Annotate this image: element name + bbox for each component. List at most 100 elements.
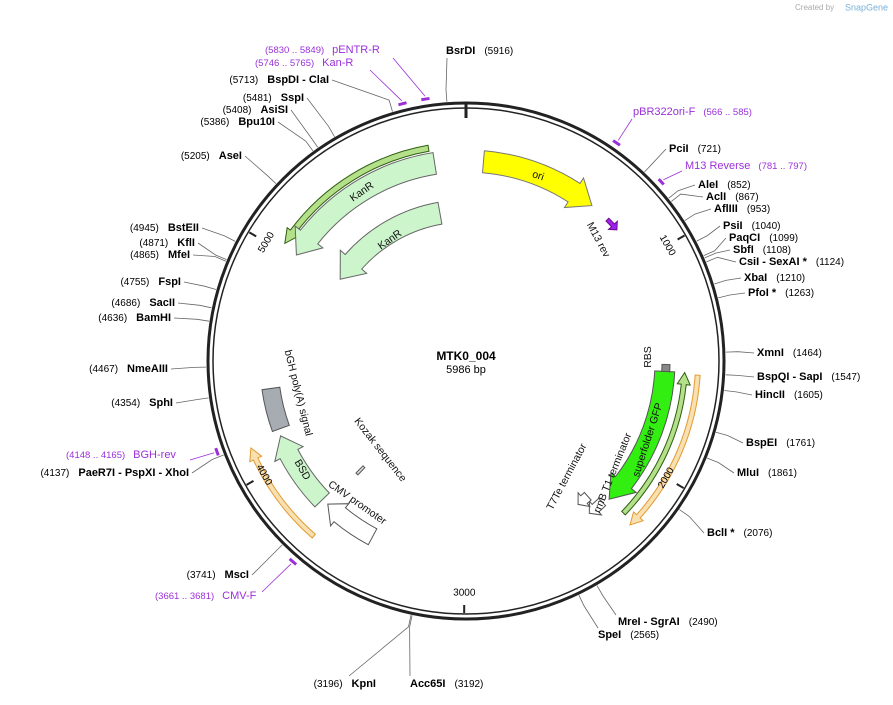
primer-name: M13 Reverse	[685, 160, 750, 172]
primer-name: Kan-R	[322, 57, 353, 69]
site-leader	[178, 303, 212, 308]
primer-label: (4148 .. 4165)BGH-rev	[66, 449, 176, 461]
site-leader	[716, 432, 743, 443]
site-position: (1108)	[763, 245, 791, 256]
site-leader	[193, 255, 226, 261]
site-leader	[291, 110, 318, 147]
primer-mark	[291, 560, 295, 564]
site-position: (1547)	[831, 372, 860, 383]
site-position: (4467)	[89, 364, 118, 375]
site-label: (5205)AseI	[181, 150, 242, 162]
site-position: (1605)	[794, 390, 823, 401]
site-name: BamHI	[136, 312, 171, 324]
scale-tick	[678, 236, 685, 240]
site-position: (4137)	[40, 468, 69, 479]
feature-arrow	[262, 387, 289, 431]
primer-name: pBR322ori-F	[633, 106, 696, 118]
site-leader	[307, 98, 335, 137]
primer-label: (5830 .. 5849)pENTR-R	[265, 44, 380, 56]
site-position: (4354)	[111, 398, 140, 409]
site-position: (5481)	[243, 93, 272, 104]
site-position: (1099)	[769, 233, 798, 244]
site-label: BsrDI(5916)	[446, 45, 513, 57]
site-label: AleI(852)	[698, 179, 751, 191]
primer-leader	[190, 453, 214, 460]
site-position: (1263)	[785, 288, 814, 299]
credit-brand: SnapGene	[845, 2, 888, 12]
site-leader	[184, 282, 216, 290]
site-name: KflI	[177, 237, 195, 249]
site-name: NmeAIII	[127, 363, 168, 375]
scale-label: 3000	[453, 588, 476, 599]
site-leader	[697, 226, 720, 241]
site-leader	[726, 352, 754, 353]
site-label: (5481) SspI	[243, 92, 304, 104]
site-label: BclI *(2076)	[707, 527, 772, 539]
site-name: MluI	[737, 467, 759, 479]
primer-leader	[370, 70, 402, 101]
site-name: AflIII	[714, 203, 738, 215]
site-label: (4755)FspI	[120, 276, 181, 288]
primer-name: BGH-rev	[133, 449, 176, 461]
site-name: MreI - SgrAI	[618, 616, 680, 628]
site-label: CsiI - SexAI *(1124)	[739, 256, 844, 268]
site-label: (5713)BspDI - ClaI	[229, 74, 329, 86]
site-name: Acc65I	[410, 678, 445, 690]
site-label: AflIII(953)	[714, 203, 770, 215]
site-leader	[679, 510, 704, 533]
site-leader	[174, 318, 209, 321]
primer-mark	[660, 180, 663, 183]
site-label: PfoI * (1263)	[748, 287, 814, 299]
site-position: (3741)	[187, 570, 216, 581]
site-leader	[202, 228, 235, 241]
site-name: MscI	[225, 569, 249, 581]
site-label: SbfI(1108)	[733, 244, 791, 256]
primer-label: (5746 .. 5765)Kan-R	[255, 57, 353, 69]
site-leader	[446, 58, 447, 102]
site-name: AleI	[698, 179, 718, 191]
site-label: (4865)MfeI	[130, 249, 190, 261]
feature-label: M13 rev	[584, 220, 613, 260]
site-label: (3741) MscI	[187, 569, 249, 581]
site-label: PciI(721)	[669, 143, 721, 155]
site-name: CsiI - SexAI *	[739, 256, 808, 268]
primer-range: (3661 .. 3681)	[155, 591, 214, 602]
plasmid-length: 5986 bp	[446, 364, 486, 376]
site-leader	[332, 80, 393, 112]
site-name: SpeI	[598, 629, 621, 641]
site-position: (1464)	[793, 348, 822, 359]
site-name: AsiSI	[260, 104, 288, 116]
site-name: KpnI	[352, 678, 376, 690]
site-position: (3196)	[314, 679, 343, 690]
site-leader	[707, 458, 734, 473]
site-position: (4871)	[139, 238, 168, 249]
site-name: BspEI	[746, 437, 777, 449]
site-leader	[685, 209, 711, 221]
plasmid-name: MTK0_004	[436, 349, 496, 363]
primer-label: (3661 .. 3681)CMV-F	[155, 590, 257, 602]
site-label: BspEI(1761)	[746, 437, 815, 449]
site-leader	[245, 156, 276, 184]
site-label: (4871) KflI	[139, 237, 195, 249]
site-leader	[726, 375, 754, 377]
feature-arrow	[662, 364, 670, 371]
site-leader	[669, 185, 695, 198]
site-position: (1040)	[752, 221, 781, 232]
scale-tick	[677, 484, 684, 488]
site-leader	[706, 257, 736, 262]
site-leader	[176, 398, 209, 403]
site-position: (4865)	[130, 250, 159, 261]
scale-label: 5000	[256, 230, 277, 255]
site-label: (4945)BstEII	[130, 222, 199, 234]
site-position: (4636)	[98, 313, 127, 324]
site-label: SpeI (2565)	[598, 629, 659, 641]
site-name: XmnI	[757, 347, 784, 359]
site-name: PfoI *	[748, 287, 777, 299]
site-name: SspI	[281, 92, 304, 104]
site-position: (2565)	[630, 630, 659, 641]
site-position: (4686)	[111, 298, 140, 309]
site-label: AclI(867)	[706, 191, 759, 203]
primer-mark	[216, 450, 218, 455]
site-position: (3192)	[454, 679, 483, 690]
